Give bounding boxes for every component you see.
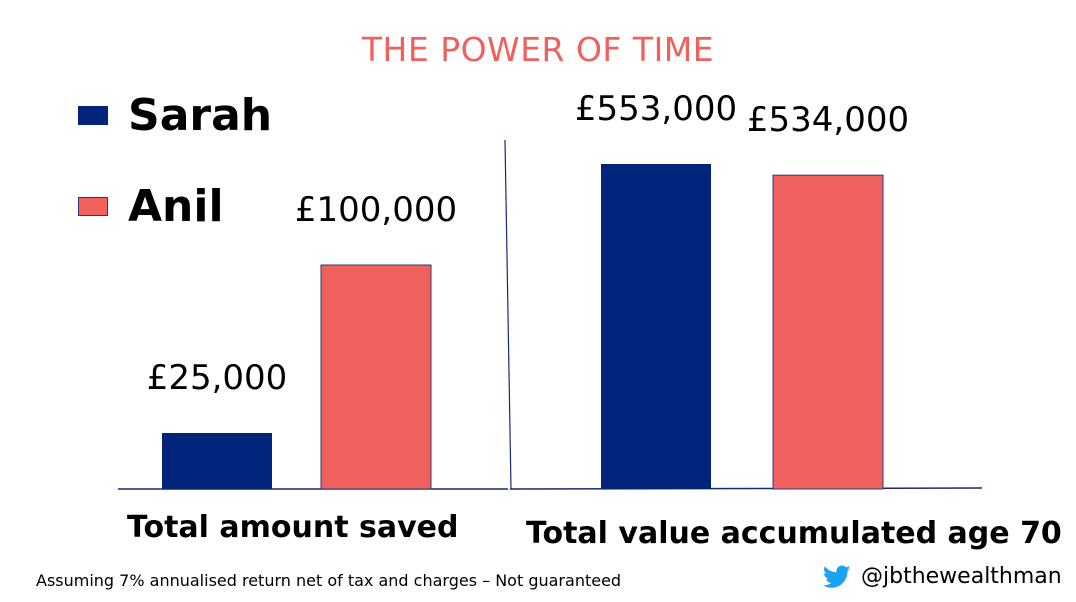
footnote: Assuming 7% annualised return net of tax… (36, 571, 622, 590)
legend-item-sarah: Sarah (78, 90, 272, 141)
bars-layer: £25,000 £100,000 £553,000 £534,000 (147, 89, 909, 490)
legend-label-sarah: Sarah (128, 90, 273, 141)
group-label-total-saved: Total amount saved (127, 510, 459, 545)
value-label-anil-group-1: £100,000 (295, 190, 457, 230)
divider-line (504, 139, 512, 490)
bar-anil-group-2 (772, 174, 884, 490)
group-label-total-accumulated: Total value accumulated age 70 (526, 516, 1062, 551)
baseline-right (509, 487, 983, 490)
legend-label-anil: Anil (128, 181, 224, 232)
bar-anil-group-1 (320, 264, 432, 490)
value-label-anil-group-2: £534,000 (747, 100, 909, 140)
legend-swatch-sarah (78, 106, 108, 125)
chart-title: THE POWER OF TIME (361, 30, 715, 69)
legend-swatch-anil (78, 197, 108, 216)
bar-sarah-group-2 (601, 164, 711, 489)
value-label-sarah-group-2: £553,000 (575, 89, 737, 129)
social-handle: @jbthewealthman (823, 564, 1062, 589)
twitter-handle: @jbthewealthman (861, 564, 1062, 589)
bar-sarah-group-1 (162, 433, 272, 489)
twitter-bird-icon (823, 564, 851, 588)
legend-item-anil: Anil (78, 181, 224, 232)
value-label-sarah-group-1: £25,000 (147, 358, 288, 398)
